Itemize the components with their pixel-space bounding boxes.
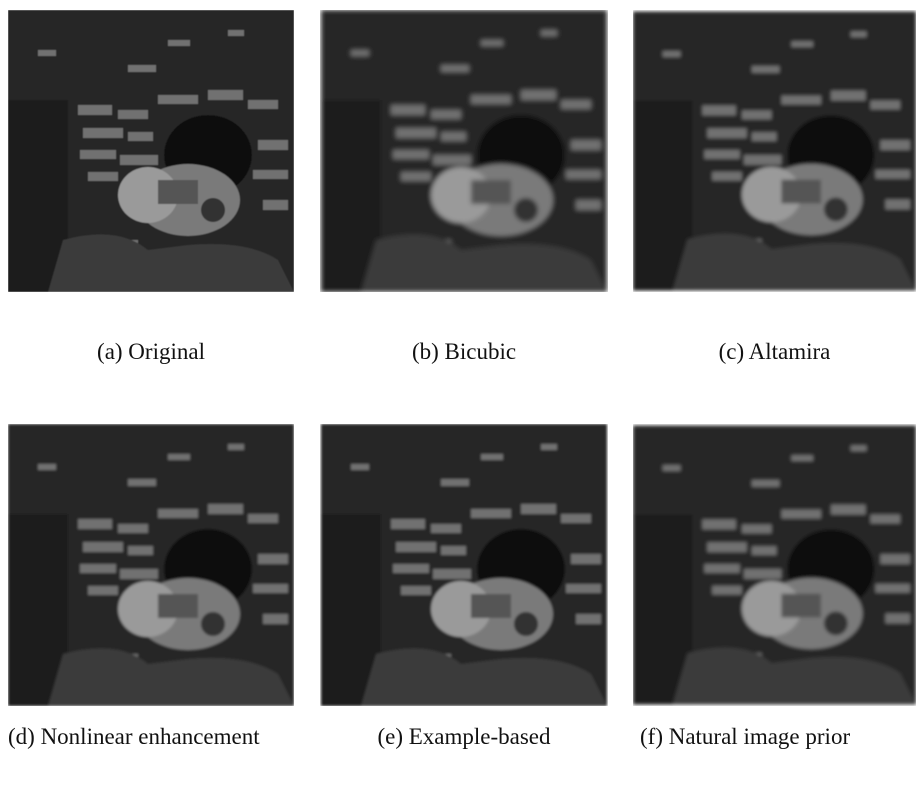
image-example-based: [320, 424, 608, 706]
caption: (c) Altamira: [633, 337, 916, 367]
figure: (a) Original (b) Bicubic (c) Altamira (d…: [0, 0, 916, 810]
image-bicubic: [320, 10, 608, 292]
caption: (e) Example-based: [320, 722, 608, 752]
caption: (d) Nonlinear enhancement: [8, 722, 270, 752]
image-original: [8, 10, 294, 292]
image-altamira: [633, 10, 916, 292]
caption: (f) Natural image prior: [640, 722, 876, 752]
caption: (a) Original: [8, 337, 294, 367]
image-nonlinear: [8, 424, 294, 706]
image-natural-prior: [633, 424, 916, 706]
caption: (b) Bicubic: [320, 337, 608, 367]
